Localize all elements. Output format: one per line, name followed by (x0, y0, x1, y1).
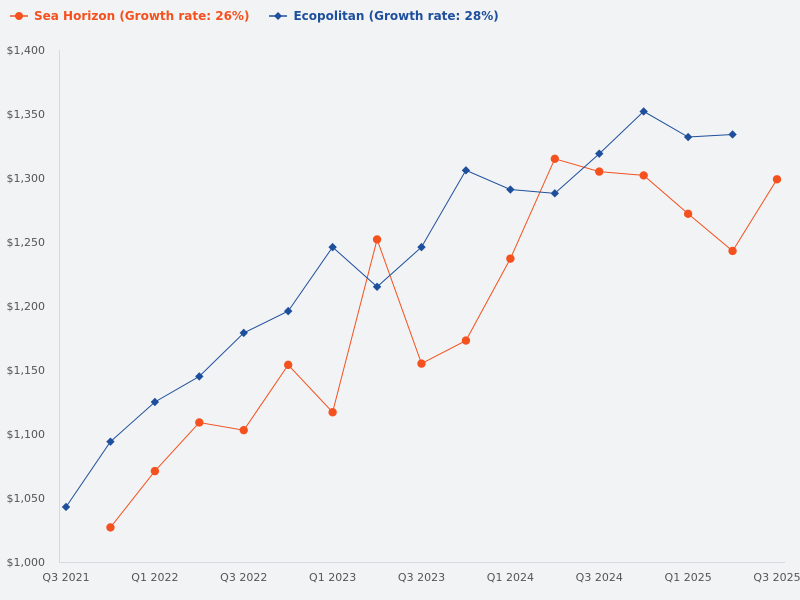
data-point-sea-horizon[interactable] (550, 154, 560, 163)
legend-item-ecopolitan[interactable]: Ecopolitan (Growth rate: 28%) (269, 9, 499, 23)
series-line-1 (65, 110, 733, 508)
x-tick-label: Q3 2024 (576, 571, 623, 584)
legend-label-sea-horizon: Sea Horizon (Growth rate: 26%) (34, 9, 250, 23)
data-point-ecopolitan[interactable] (283, 306, 293, 316)
y-tick-label: $1,250 (7, 236, 46, 249)
data-point-sea-horizon[interactable] (328, 408, 337, 417)
x-tick-label: Q3 2021 (42, 571, 89, 584)
data-point-ecopolitan[interactable] (639, 107, 648, 116)
data-point-ecopolitan[interactable] (728, 130, 737, 139)
data-point-ecopolitan[interactable] (195, 372, 204, 381)
data-point-sea-horizon[interactable] (283, 360, 293, 370)
data-point-sea-horizon[interactable] (150, 466, 160, 476)
x-tick-label: Q1 2024 (487, 571, 534, 584)
legend-label-ecopolitan: Ecopolitan (Growth rate: 28%) (293, 9, 499, 23)
data-point-sea-horizon[interactable] (728, 246, 737, 256)
data-point-sea-horizon[interactable] (461, 336, 471, 345)
y-tick-label: $1,200 (7, 300, 46, 313)
data-point-sea-horizon[interactable] (372, 235, 382, 244)
legend-item-sea-horizon[interactable]: Sea Horizon (Growth rate: 26%) (10, 9, 249, 23)
y-tick-label: $1,050 (7, 492, 46, 505)
data-point-ecopolitan[interactable] (683, 132, 693, 142)
data-point-ecopolitan[interactable] (417, 242, 426, 252)
data-point-sea-horizon[interactable] (106, 523, 115, 532)
data-point-ecopolitan[interactable] (328, 242, 337, 252)
data-point-ecopolitan[interactable] (239, 328, 248, 338)
data-point-sea-horizon[interactable] (595, 167, 604, 176)
data-point-ecopolitan[interactable] (106, 437, 115, 446)
data-point-ecopolitan[interactable] (61, 502, 71, 512)
y-tick-label: $1,150 (7, 364, 46, 377)
y-tick-label: $1,100 (7, 428, 46, 441)
legend-marker-ecopolitan (269, 12, 288, 20)
data-point-ecopolitan[interactable] (372, 282, 382, 291)
x-tick-label: Q1 2023 (309, 571, 356, 584)
legend: Sea Horizon (Growth rate: 26%) Ecopolita… (10, 9, 499, 23)
series-line-0 (110, 158, 778, 528)
data-point-ecopolitan[interactable] (506, 185, 515, 194)
data-point-sea-horizon[interactable] (506, 254, 515, 263)
x-tick-label: Q3 2023 (398, 571, 445, 584)
x-tick-label: Q3 2025 (753, 571, 800, 584)
data-point-ecopolitan[interactable] (150, 397, 160, 407)
data-point-ecopolitan[interactable] (461, 166, 471, 175)
x-tick-label: Q1 2025 (665, 571, 712, 584)
data-point-sea-horizon[interactable] (239, 425, 248, 435)
x-tick-label: Q1 2022 (131, 571, 178, 584)
data-point-ecopolitan[interactable] (595, 149, 604, 158)
data-point-sea-horizon[interactable] (417, 359, 426, 368)
data-point-sea-horizon[interactable] (683, 209, 693, 219)
y-tick-label: $1,000 (7, 556, 46, 569)
y-tick-label: $1,400 (7, 44, 46, 57)
data-point-ecopolitan[interactable] (550, 189, 560, 198)
data-point-sea-horizon[interactable] (639, 171, 648, 180)
x-tick-label: Q3 2022 (220, 571, 267, 584)
y-tick-label: $1,300 (7, 172, 46, 185)
data-point-sea-horizon[interactable] (195, 418, 204, 427)
legend-marker-sea-horizon (10, 12, 28, 20)
y-tick-label: $1,350 (7, 108, 46, 121)
data-point-sea-horizon[interactable] (772, 175, 782, 184)
